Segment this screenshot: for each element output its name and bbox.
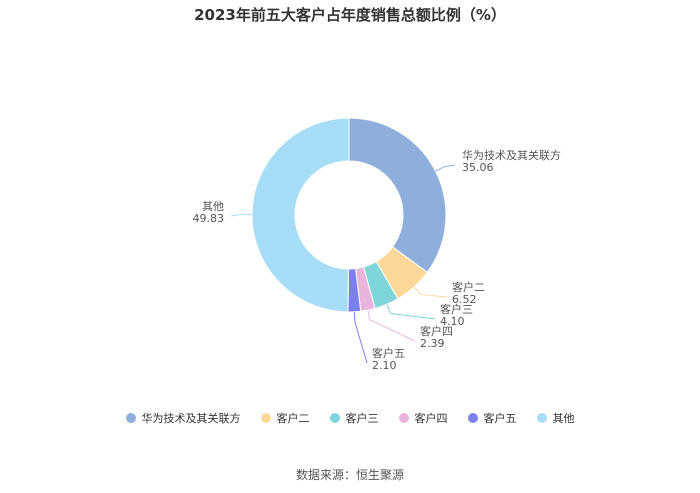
leader-line-3 <box>367 310 416 342</box>
pie-slice-5[interactable] <box>251 117 350 313</box>
legend-label: 客户三 <box>345 412 379 425</box>
legend-label: 华为技术及其关联方 <box>141 412 241 425</box>
legend-item-0[interactable]: 华为技术及其关联方 <box>125 410 241 426</box>
leader-line-4 <box>353 311 368 364</box>
legend-item-4[interactable]: 客户五 <box>467 410 517 426</box>
legend-marker <box>398 413 409 423</box>
legend-marker <box>260 413 271 423</box>
leader-line-2 <box>386 304 436 320</box>
slice-label-value-1: 6.52 <box>452 293 477 306</box>
slice-label-value-3: 2.39 <box>420 337 445 350</box>
legend-item-5[interactable]: 其他 <box>536 410 575 426</box>
legend-item-2[interactable]: 客户三 <box>329 410 379 426</box>
slice-label-name-5: 其他 <box>202 200 224 213</box>
legend-label: 其他 <box>552 412 575 425</box>
legend-item-3[interactable]: 客户四 <box>398 410 448 426</box>
legend-item-1[interactable]: 客户二 <box>260 410 310 426</box>
legend: 华为技术及其关联方 客户二 客户三 客户四 客户五 其他 <box>0 410 700 426</box>
legend-marker <box>125 413 136 423</box>
source-text: 数据来源：恒生聚源 <box>295 468 404 482</box>
leader-line-0 <box>435 164 456 172</box>
legend-marker <box>467 413 478 423</box>
pie-slice-0[interactable] <box>348 117 447 274</box>
legend-label: 客户五 <box>483 412 517 425</box>
legend-label: 客户四 <box>414 412 448 425</box>
leader-line-1 <box>413 286 448 298</box>
slice-label-value-2: 4.10 <box>440 315 465 328</box>
slice-label-value-0: 35.06 <box>462 161 494 174</box>
slice-label-name-3: 客户四 <box>420 324 453 338</box>
slice-label-value-4: 2.10 <box>372 359 397 372</box>
chart-title: 2023年前五大客户占年度销售总额比例（%） <box>194 6 506 24</box>
leader-line-5 <box>230 213 253 217</box>
legend-marker <box>536 413 547 423</box>
slice-label-value-5: 49.83 <box>193 212 225 225</box>
slice-label-name-4: 客户五 <box>372 346 405 360</box>
slice-label-name-1: 客户二 <box>452 280 485 294</box>
slice-label-name-2: 客户三 <box>440 302 473 316</box>
slice-label-name-0: 华为技术及其关联方 <box>462 148 561 162</box>
legend-marker <box>329 413 340 423</box>
legend-label: 客户二 <box>276 412 310 425</box>
